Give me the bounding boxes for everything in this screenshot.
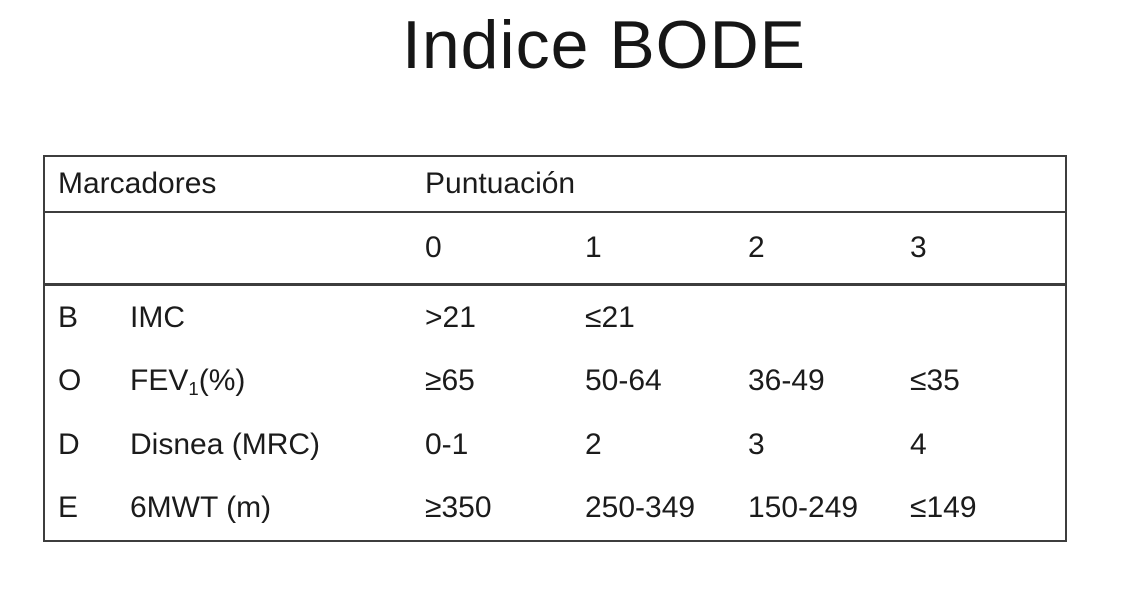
table-header-row: Marcadores Puntuación (45, 157, 1065, 213)
value-cell: ≤149 (910, 491, 977, 525)
score-value-2: 2 (748, 231, 765, 264)
value-cell: 2 (585, 427, 602, 461)
row-marker: Disnea (MRC) (130, 428, 425, 462)
table-row-e: E 6MWT (m) ≥350 250-349 150-249 ≤149 (45, 477, 1065, 541)
value-cell: ≤35 (910, 364, 960, 398)
bode-table: Marcadores Puntuación 0 1 2 3 B IMC >21 … (43, 155, 1067, 542)
value-cell: 250-349 (585, 491, 696, 525)
table-row-o: O FEV1(%) ≥65 50-64 36-49 ≤35 (45, 350, 1065, 414)
score-value-1: 1 (585, 231, 602, 264)
marker-text: 6MWT (m) (130, 491, 272, 525)
page-title: Indice BODE (401, 7, 807, 83)
marker-subscript: 1 (188, 378, 199, 400)
marker-suffix: (%) (198, 364, 246, 398)
row-letter: O (58, 364, 82, 398)
score-value-3: 3 (910, 231, 927, 264)
row-marker: FEV1(%) (130, 364, 425, 400)
row-marker: IMC (130, 301, 425, 335)
value-cell: ≥350 (425, 491, 492, 525)
score-value-0: 0 (425, 231, 442, 264)
markers-column-header: Marcadores (58, 167, 217, 200)
value-cell: 0-1 (425, 427, 469, 461)
marker-text: FEV (130, 364, 189, 398)
row-letter: D (58, 427, 80, 461)
score-column-header: Puntuación (425, 167, 576, 200)
value-cell: 36-49 (748, 364, 825, 398)
table-row-b: B IMC >21 ≤21 (45, 286, 1065, 350)
score-values-row: 0 1 2 3 (45, 213, 1065, 286)
value-cell: 3 (748, 427, 765, 461)
value-cell: >21 (425, 300, 476, 334)
row-letter: B (58, 300, 79, 334)
value-cell: 4 (910, 427, 927, 461)
value-cell: ≥65 (425, 364, 475, 398)
marker-text: IMC (130, 300, 185, 334)
table-row-d: D Disnea (MRC) 0-1 2 3 4 (45, 413, 1065, 477)
value-cell: 50-64 (585, 364, 662, 398)
row-letter: E (58, 491, 79, 525)
row-marker: 6MWT (m) (130, 491, 425, 525)
marker-text: Disnea (MRC) (130, 427, 321, 461)
value-cell: 150-249 (748, 491, 859, 525)
value-cell: ≤21 (585, 300, 635, 334)
